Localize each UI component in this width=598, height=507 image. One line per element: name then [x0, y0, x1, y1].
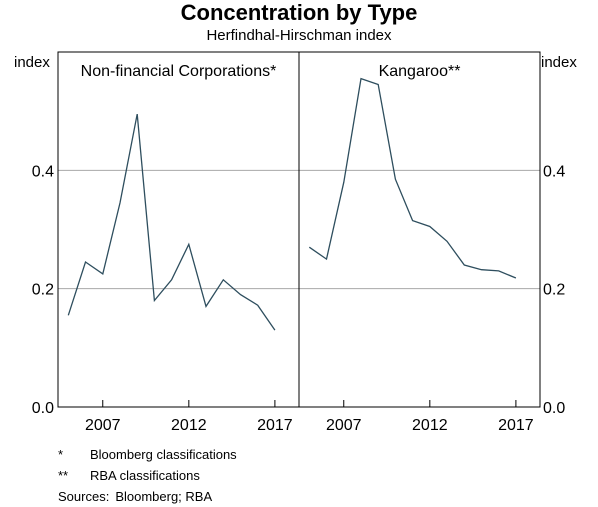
footnote-mark: * [58, 447, 64, 462]
series-line-panel-1-1 [67, 113, 276, 331]
y-tick-label-left: 0.4 [32, 163, 54, 180]
y-axis-label-left: index [14, 54, 50, 71]
footnote-text: Bloomberg classifications [90, 447, 237, 462]
y-tick-label-left: 0.2 [32, 282, 54, 299]
chart-subtitle: Herfindhal-Hirschman index [206, 27, 392, 44]
footnotes: * Bloomberg classifications ** RBA classif… [58, 444, 237, 507]
x-tick-label: 2007 [326, 417, 362, 434]
chart-title: Concentration by Type [180, 0, 418, 25]
sources-line: Sources: Bloomberg; RBA [58, 486, 237, 507]
footnote-text: RBA classifications [90, 468, 200, 483]
x-tick-label: 2017 [498, 417, 534, 434]
sources-text: Bloomberg; RBA [115, 489, 213, 504]
chart-area: 2007 2012 2017 Non-financial Corporations* 2… [14, 51, 577, 434]
footnote-2: ** RBA classifications [58, 465, 237, 486]
series-line-panel-2-1 [308, 77, 517, 279]
y-tick-label-right: 0.0 [543, 400, 565, 417]
y-tick-label-left: 0.0 [32, 400, 54, 417]
y-tick-label-right: 0.2 [543, 282, 565, 299]
y-axis-label-right: index [541, 54, 577, 71]
footnote-mark: ** [58, 468, 69, 483]
plot-frame [57, 51, 541, 408]
sources-label: Sources: [58, 489, 110, 504]
x-tick-label: 2012 [171, 417, 207, 434]
x-tick-label: 2007 [85, 417, 121, 434]
panel-title-2: Kangaroo** [379, 63, 461, 80]
series-layer [67, 77, 517, 331]
x-tick-label: 2012 [412, 417, 448, 434]
y-tick-label-right: 0.4 [543, 163, 565, 180]
chart-labels: 2007 2012 2017 Non-financial Corporations* 2… [14, 54, 577, 434]
panel-title-1: Non-financial Corporations* [81, 63, 277, 80]
footnote-1: * Bloomberg classifications [58, 444, 237, 465]
x-tick-label: 2017 [257, 417, 293, 434]
